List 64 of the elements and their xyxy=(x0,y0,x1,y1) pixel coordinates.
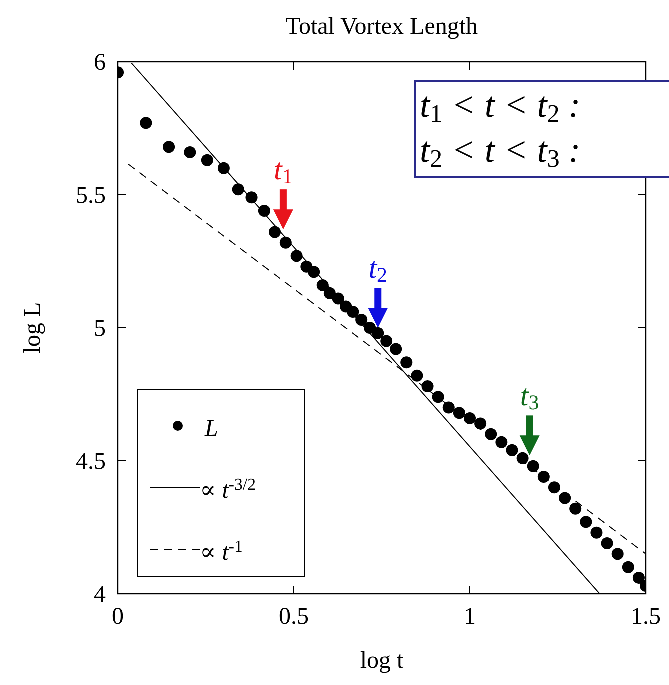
annotation: t$_{1}$ xyxy=(274,154,293,189)
x-tick-label: 0.5 xyxy=(279,604,309,630)
legend-label: ∝ t$^{-3/2}$ xyxy=(200,475,256,504)
point xyxy=(411,370,424,382)
x-tick-label: 1.5 xyxy=(631,604,661,630)
point xyxy=(590,526,603,539)
point xyxy=(506,444,518,456)
annotation: t$_{2}$ xyxy=(368,252,388,288)
x-axis-title: log t xyxy=(360,648,404,674)
point xyxy=(622,561,634,574)
point xyxy=(280,236,292,249)
legend-label: L xyxy=(204,416,218,442)
point xyxy=(432,391,444,404)
point xyxy=(356,314,368,326)
legend-label: ∝ t$^{-1}$ xyxy=(200,537,243,566)
point xyxy=(246,192,258,204)
annotation: t$_{1}$ < t < t$_{2}$ : xyxy=(420,85,581,128)
point xyxy=(232,184,244,196)
point xyxy=(316,279,329,292)
point xyxy=(570,502,582,515)
y-tick-label: 4 xyxy=(94,582,106,608)
point xyxy=(485,428,498,440)
point xyxy=(527,460,540,472)
point xyxy=(601,537,614,550)
point xyxy=(580,516,592,528)
point xyxy=(390,343,402,356)
y-tick-label: 4.5 xyxy=(76,449,106,475)
x-tick-label: 0 xyxy=(112,604,124,630)
point xyxy=(516,452,529,464)
x-tick-label: 1 xyxy=(464,604,476,630)
point xyxy=(453,407,466,420)
chart-title: Total Vortex Length xyxy=(286,14,478,40)
point xyxy=(380,335,393,348)
point xyxy=(201,154,214,166)
point xyxy=(268,226,281,238)
point xyxy=(258,204,270,217)
point xyxy=(372,327,384,340)
point xyxy=(442,402,455,414)
point xyxy=(422,380,434,393)
point xyxy=(464,412,476,424)
point xyxy=(332,292,344,305)
point xyxy=(496,436,508,448)
point xyxy=(218,162,230,174)
point xyxy=(163,141,176,154)
point xyxy=(548,482,560,494)
y-tick-label: 5.5 xyxy=(76,183,106,209)
y-tick-label: 5 xyxy=(94,316,106,342)
annotation: t$_{3}$ xyxy=(520,380,540,415)
point xyxy=(538,470,550,483)
point xyxy=(400,356,413,369)
point xyxy=(474,418,487,430)
point xyxy=(632,572,645,584)
point xyxy=(308,266,320,278)
point xyxy=(364,322,376,334)
point xyxy=(140,117,152,130)
point xyxy=(324,287,336,300)
point xyxy=(559,492,572,504)
point xyxy=(347,306,360,318)
point xyxy=(612,548,624,560)
point xyxy=(290,250,303,262)
annotation: t$_{2}$ < t < t$_{3}$ : xyxy=(420,130,581,174)
point xyxy=(184,146,196,158)
y-axis-title: log L xyxy=(20,302,46,354)
y-tick-label: 6 xyxy=(94,50,106,76)
